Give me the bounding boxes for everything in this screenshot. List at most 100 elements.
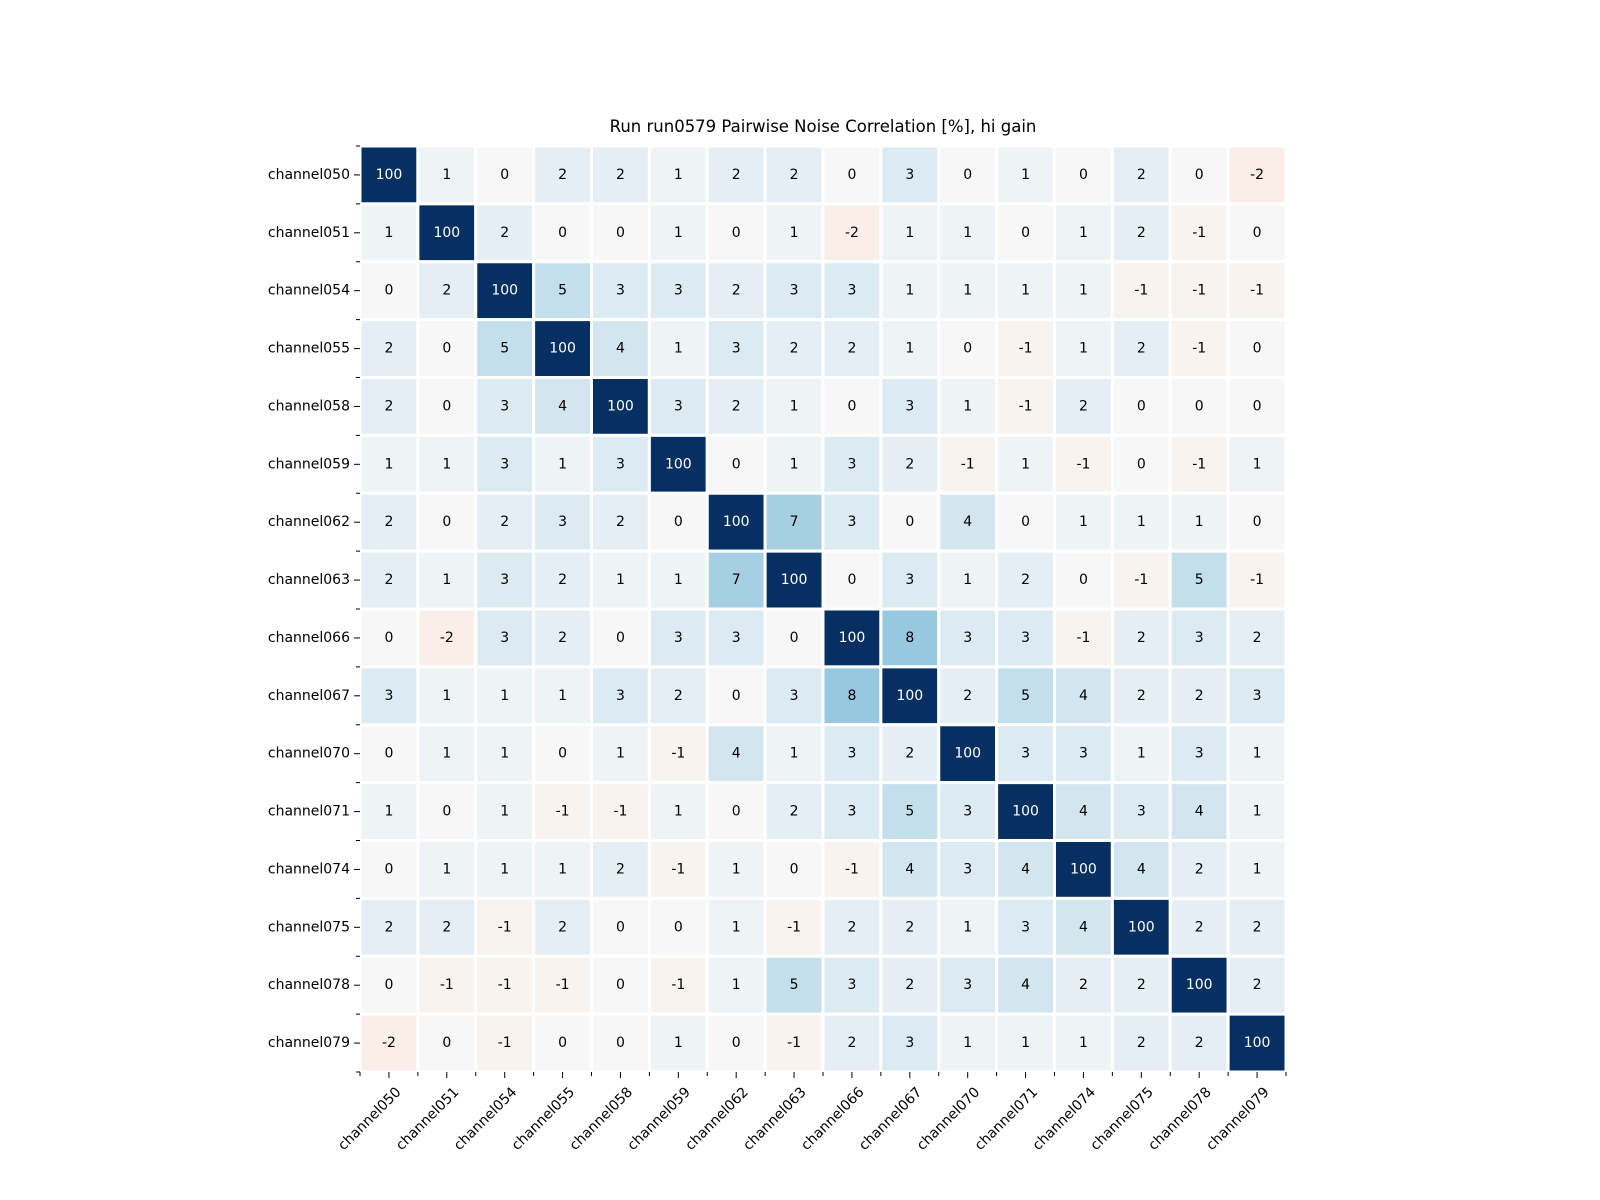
- cell-value-label: 2: [1021, 572, 1030, 588]
- cell-value-label: -1: [787, 919, 801, 935]
- heatmap-cell: [1226, 376, 1288, 437]
- heatmap-cell: [879, 376, 941, 437]
- cell-value-label: 3: [500, 456, 509, 472]
- heatmap-cell: [763, 896, 825, 958]
- cell-value-label: 3: [905, 398, 914, 414]
- cell-value-label: 2: [384, 572, 393, 588]
- cell-value-label: 0: [500, 167, 509, 183]
- heatmap-cell: [474, 665, 536, 727]
- cell-value-label: 1: [616, 746, 625, 762]
- cell-value-label: -1: [556, 977, 570, 993]
- y-axis-tick-label: channel067: [268, 688, 350, 704]
- heatmap-cell: [1226, 1012, 1288, 1074]
- heatmap-cell: [763, 318, 825, 379]
- cell-value-label: 1: [905, 283, 914, 299]
- cell-value-label: 3: [963, 630, 972, 646]
- cell-value-label: 2: [384, 919, 393, 935]
- cell-value-label: 0: [963, 341, 972, 357]
- cell-value-label: 3: [1195, 630, 1204, 646]
- heatmap-cell: [1053, 376, 1114, 437]
- cell-value-label: 1: [1253, 456, 1262, 472]
- cell-value-label: 4: [1079, 804, 1088, 820]
- cell-value-label: 0: [558, 225, 567, 241]
- heatmap-cell: [821, 433, 883, 495]
- cell-value-label: 0: [616, 977, 625, 993]
- heatmap-cell: [1226, 260, 1288, 322]
- heatmap-cell: [532, 376, 593, 437]
- cell-value-label: 4: [558, 398, 567, 414]
- cell-value-label: 2: [1137, 167, 1146, 183]
- heatmap-cell: [1110, 549, 1172, 611]
- cell-value-label: 100: [665, 456, 692, 472]
- heatmap-cell: [532, 549, 593, 611]
- cell-value-label: 0: [847, 572, 856, 588]
- cell-value-label: -1: [1134, 572, 1148, 588]
- cell-value-label: -1: [1076, 456, 1090, 472]
- heatmap-cell: [416, 433, 478, 495]
- cell-value-label: 1: [674, 1035, 683, 1051]
- cell-value-label: 0: [384, 746, 393, 762]
- heatmap-cell: [705, 318, 767, 379]
- y-axis-tick-label: channel063: [268, 572, 350, 588]
- cell-value-label: 0: [442, 514, 451, 530]
- cell-value-label: 2: [500, 514, 509, 530]
- cell-value-label: 1: [1079, 283, 1088, 299]
- cell-value-label: -2: [382, 1035, 396, 1051]
- cell-value-label: 1: [963, 283, 972, 299]
- y-axis-tick-label: channel062: [268, 514, 350, 530]
- cell-value-label: 0: [616, 225, 625, 241]
- cell-value-label: 2: [558, 572, 567, 588]
- heatmap-cell: [1226, 549, 1288, 611]
- cell-value-label: 100: [549, 341, 576, 357]
- cell-value-label: -1: [961, 456, 975, 472]
- heatmap-cell: [358, 607, 420, 669]
- cell-value-label: 2: [790, 804, 799, 820]
- cell-value-label: 4: [1021, 977, 1030, 993]
- heatmap-cell: [474, 549, 536, 611]
- cell-value-label: 3: [500, 630, 509, 646]
- cell-value-label: 2: [732, 167, 741, 183]
- heatmap-cell: [1110, 260, 1172, 322]
- cell-value-label: -1: [671, 861, 685, 877]
- cell-value-label: 3: [616, 456, 625, 472]
- heatmap-cell: [590, 954, 651, 1016]
- cell-value-label: 1: [500, 746, 509, 762]
- y-axis-tick-label: channel054: [268, 283, 350, 299]
- cell-value-label: 3: [847, 514, 856, 530]
- cell-value-label: 100: [954, 746, 981, 762]
- cell-value-label: 100: [376, 167, 403, 183]
- cell-value-label: 5: [790, 977, 799, 993]
- cell-value-label: 2: [558, 167, 567, 183]
- cell-value-label: 3: [674, 398, 683, 414]
- cell-value-label: 1: [1079, 225, 1088, 241]
- cell-value-label: 100: [781, 572, 808, 588]
- cell-value-label: 1: [1021, 167, 1030, 183]
- cell-value-label: 1: [963, 1035, 972, 1051]
- cell-value-label: 2: [616, 167, 625, 183]
- cell-value-label: 2: [1137, 977, 1146, 993]
- heatmap-cell: [590, 665, 651, 727]
- heatmap-cell: [879, 1012, 941, 1074]
- cell-value-label: 1: [963, 225, 972, 241]
- cell-value-label: 0: [1021, 514, 1030, 530]
- cell-value-label: 1: [558, 861, 567, 877]
- cell-value-label: 5: [1195, 572, 1204, 588]
- cell-value-label: -2: [440, 630, 454, 646]
- cell-value-label: 2: [905, 746, 914, 762]
- cell-value-label: 4: [616, 341, 625, 357]
- cell-value-label: 2: [442, 919, 451, 935]
- y-axis-tick-label: channel066: [268, 630, 350, 646]
- cell-value-label: 1: [732, 919, 741, 935]
- heatmap-cell: [1053, 896, 1114, 958]
- heatmap-cell: [416, 376, 478, 437]
- cell-value-label: 0: [1195, 398, 1204, 414]
- heatmap-cell: [1110, 491, 1172, 553]
- cell-value-label: 3: [905, 1035, 914, 1051]
- cell-value-label: 1: [1137, 514, 1146, 530]
- cell-value-label: 0: [1253, 341, 1262, 357]
- cell-value-label: 1: [1021, 283, 1030, 299]
- heatmap-cell: [705, 491, 767, 553]
- cell-value-label: 0: [384, 977, 393, 993]
- cell-value-label: 1: [732, 861, 741, 877]
- heatmap-cell: [590, 376, 651, 437]
